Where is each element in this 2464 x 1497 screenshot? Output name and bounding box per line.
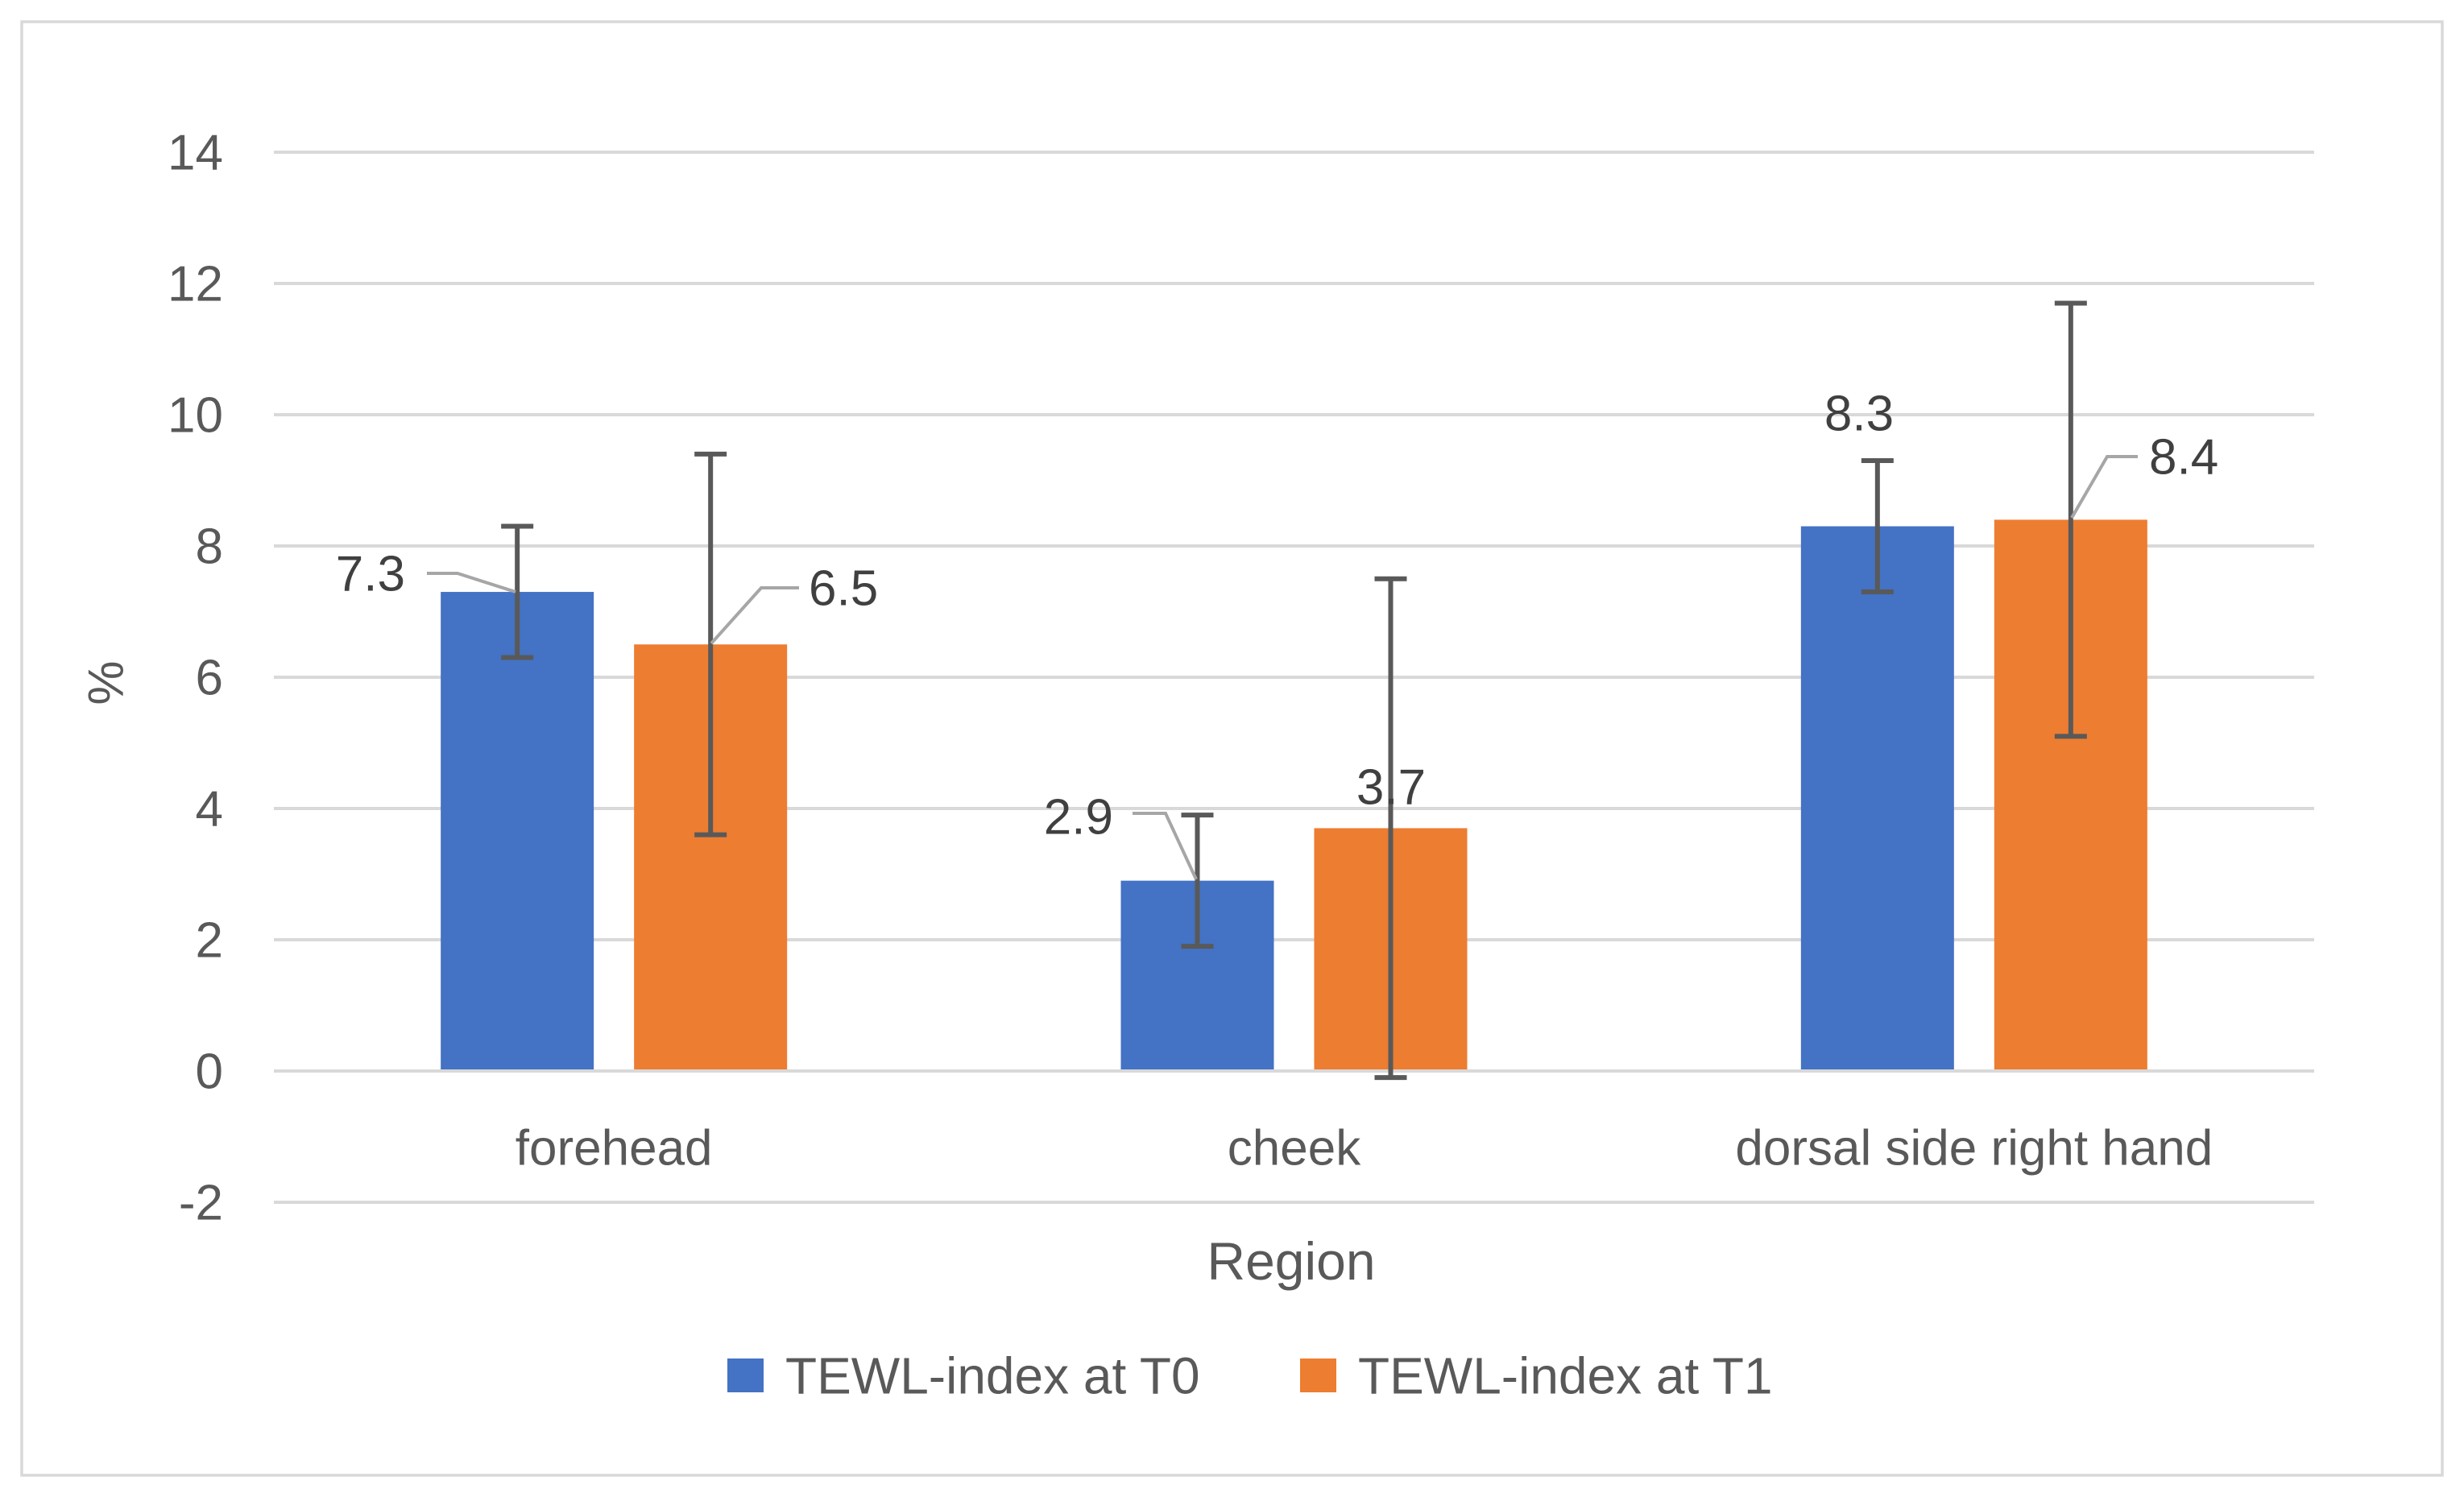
data-label-leader-line: [427, 572, 516, 593]
leader-lines: [427, 455, 2138, 880]
data-label-leader-line: [710, 586, 799, 645]
y-tick-label: 10: [168, 388, 223, 444]
error-bar: [1181, 813, 1214, 949]
data-label: 8.3: [1824, 387, 1894, 442]
y-tick-label: 12: [168, 257, 223, 312]
data-label-leader-line: [2070, 455, 2138, 519]
error-bar: [1861, 458, 1894, 595]
y-tick-label: 2: [196, 913, 223, 969]
legend-swatch-t0: [727, 1358, 764, 1392]
y-tick-label: 6: [196, 651, 223, 706]
y-axis-tick-labels: -2 0 2 4 6 8 10 12 14: [168, 126, 223, 1231]
legend-swatch-t1: [1300, 1358, 1336, 1392]
data-labels: 7.3 2.9 8.3 6.5 3.7 8.4: [336, 387, 2218, 846]
category-label-2: dorsal side right hand: [1735, 1121, 2213, 1177]
x-axis-category-labels: forehead cheek dorsal side right hand: [516, 1121, 2213, 1177]
legend-label-t0: TEWL-index at T0: [785, 1346, 1200, 1404]
legend: TEWL-index at T0 TEWL-index at T1: [727, 1346, 1773, 1404]
error-bars: [501, 300, 2087, 1081]
data-label-leader-line: [1133, 812, 1198, 880]
data-label: 8.4: [2149, 430, 2218, 486]
data-label: 6.5: [809, 561, 878, 617]
chart-border: [20, 20, 2444, 1477]
bar-t0-2: [1800, 526, 1954, 1073]
y-tick-label: 4: [196, 782, 223, 837]
error-bar: [501, 523, 534, 660]
bar-t0-0: [441, 592, 594, 1073]
legend-label-t1: TEWL-index at T1: [1358, 1346, 1773, 1404]
data-label: 2.9: [1044, 790, 1113, 846]
x-axis-title: Region: [1207, 1231, 1375, 1291]
error-bar: [1374, 576, 1407, 1081]
data-label: 7.3: [336, 547, 405, 602]
y-axis-title: %: [79, 660, 135, 705]
bars: [441, 519, 2147, 1073]
category-label-0: forehead: [516, 1121, 713, 1177]
y-tick-label: 0: [196, 1044, 223, 1100]
data-label: 3.7: [1356, 760, 1426, 816]
y-tick-label: -2: [179, 1176, 223, 1231]
y-tick-label: 14: [168, 126, 223, 181]
category-label-1: cheek: [1228, 1121, 1361, 1177]
error-bar: [694, 451, 727, 837]
y-tick-label: 8: [196, 519, 223, 575]
error-bar: [2054, 300, 2087, 739]
